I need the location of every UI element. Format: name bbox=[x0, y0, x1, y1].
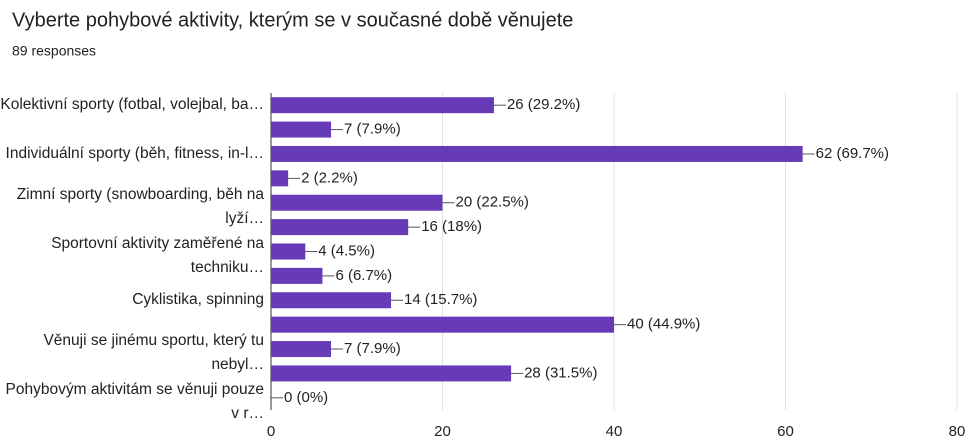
value-label: 16 (18%) bbox=[421, 218, 482, 235]
value-label: 26 (29.2%) bbox=[507, 96, 580, 113]
chart-subtitle: 89 responses bbox=[12, 43, 96, 59]
x-tick-label: 40 bbox=[606, 423, 623, 439]
value-label: 7 (7.9%) bbox=[344, 121, 401, 138]
bar bbox=[271, 365, 512, 382]
x-tick-label: 20 bbox=[434, 423, 451, 439]
x-tick-label: 80 bbox=[949, 423, 966, 439]
bar bbox=[271, 267, 323, 284]
bar bbox=[271, 243, 306, 260]
bar bbox=[271, 170, 289, 187]
category-label: Věnuji se jinému sportu, který tu nebyl… bbox=[43, 332, 264, 374]
value-label: 2 (2.2%) bbox=[301, 169, 358, 186]
value-label: 20 (22.5%) bbox=[456, 194, 529, 211]
value-label: 4 (4.5%) bbox=[318, 242, 375, 259]
bar bbox=[271, 292, 392, 309]
bar bbox=[271, 316, 614, 333]
category-label: Pohybovým aktivitám se věnuji pouze v r… bbox=[5, 380, 264, 422]
bar bbox=[271, 194, 443, 211]
bar bbox=[271, 97, 494, 114]
bar bbox=[271, 145, 803, 162]
category-label: Individuální sporty (běh, fitness, in-l… bbox=[5, 144, 264, 162]
category-label: Zimní sporty (snowboarding, běh na lyží… bbox=[16, 185, 264, 227]
x-tick-label: 60 bbox=[777, 423, 794, 439]
value-label: 40 (44.9%) bbox=[627, 316, 700, 333]
value-label: 7 (7.9%) bbox=[344, 340, 401, 357]
chart-title: Vyberte pohybové aktivity, kterým se v s… bbox=[12, 9, 573, 31]
x-tick-label: 0 bbox=[267, 423, 275, 439]
category-label: Kolektivní sporty (fotbal, volejbal, ba… bbox=[0, 96, 264, 114]
category-label: Cyklistika, spinning bbox=[132, 291, 264, 309]
value-label: 14 (15.7%) bbox=[404, 291, 477, 308]
value-label: 28 (31.5%) bbox=[524, 364, 597, 381]
value-label: 0 (0%) bbox=[284, 389, 328, 406]
value-label: 6 (6.7%) bbox=[335, 267, 392, 284]
category-label: Sportovní aktivity zaměřené na techniku… bbox=[51, 234, 264, 276]
bar bbox=[271, 341, 332, 358]
value-label: 62 (69.7%) bbox=[816, 145, 889, 162]
bar bbox=[271, 121, 332, 138]
bar bbox=[271, 219, 409, 236]
